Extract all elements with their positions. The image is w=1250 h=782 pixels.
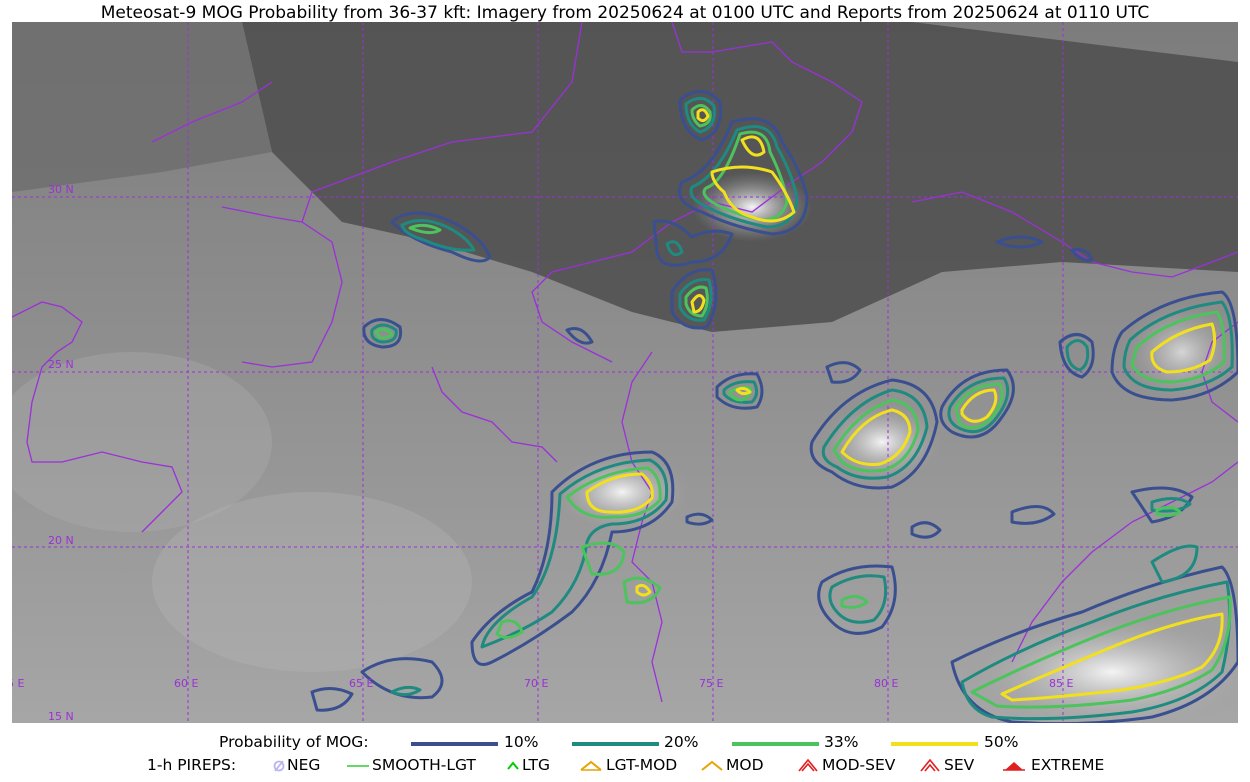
legend-text-10pct: 10% (504, 733, 539, 751)
pirep-text-mod-sev: MOD-SEV (822, 756, 896, 774)
pirep-text-lgt-mod: LGT-MOD (606, 756, 678, 774)
cloud-area (152, 492, 472, 672)
pirep-text-mod: MOD (726, 756, 764, 774)
ltg-icon (507, 761, 519, 770)
pirep-text-extreme: EXTREME (1031, 756, 1105, 774)
cloud-area (1122, 302, 1238, 402)
lat-label: 25 N (48, 358, 74, 371)
lon-label: 70 E (524, 677, 548, 690)
cloud-area (12, 352, 272, 532)
map-title: Meteosat-9 MOG Probability from 36-37 kf… (100, 3, 1150, 23)
satellite-map[interactable]: 30 N 25 N 20 N 15 N 55 E 60 E 65 E 70 E … (12, 22, 1238, 723)
country-borders (12, 22, 1238, 703)
lon-label: 80 E (874, 677, 898, 690)
legend-swatch-10pct (411, 742, 498, 746)
map-svg: 30 N 25 N 20 N 15 N 55 E 60 E 65 E 70 E … (12, 22, 1238, 723)
contour-20pct (370, 97, 1234, 721)
cloud-area (962, 612, 1238, 723)
legend-text-50pct: 50% (984, 733, 1019, 751)
pirep-text-ltg: LTG (522, 756, 550, 774)
neg-icon (273, 760, 285, 772)
pirep-text-sev: SEV (944, 756, 975, 774)
lon-label: 85 E (1049, 677, 1073, 690)
lon-label: 75 E (699, 677, 723, 690)
contour-50pct (585, 108, 1224, 702)
lat-label: 30 N (48, 183, 74, 196)
smooth-lgt-icon (347, 765, 369, 767)
pirep-text-smooth-lgt: SMOOTH-LGT (372, 756, 476, 774)
mod-icon (701, 760, 723, 771)
graticule-labels: 30 N 25 N 20 N 15 N 55 E 60 E 65 E 70 E … (12, 183, 1073, 723)
probability-legend: Probability of MOG: 10% 20% 33% 50% (0, 732, 1250, 754)
probability-legend-label: Probability of MOG: (219, 733, 369, 751)
contour-33pct (374, 104, 1232, 709)
lon-label: 60 E (174, 677, 198, 690)
lat-label: 20 N (48, 534, 74, 547)
legend-swatch-50pct (891, 742, 978, 746)
lgt-mod-icon (580, 760, 602, 771)
mod-sev-icon (798, 758, 818, 772)
extreme-icon (1003, 762, 1025, 771)
mog-contours (310, 90, 1238, 723)
lat-label: 15 N (48, 710, 74, 723)
legend-text-20pct: 20% (664, 733, 699, 751)
legend-swatch-20pct (572, 742, 659, 746)
graticule (12, 22, 1238, 723)
cloud-area (822, 402, 942, 482)
lon-label: 55 E (12, 677, 24, 690)
legend-text-33pct: 33% (824, 733, 859, 751)
sev-icon (920, 758, 940, 772)
pirep-legend: 1-h PIREPS: NEG SMOOTH-LGT LTG LGT-MOD M… (0, 755, 1250, 777)
legend-swatch-33pct (732, 742, 819, 746)
pirep-text-neg: NEG (287, 756, 321, 774)
dark-region-west (12, 22, 272, 192)
cloud-area (552, 452, 692, 532)
lon-label: 65 E (349, 677, 373, 690)
pirep-legend-label: 1-h PIREPS: (147, 756, 237, 774)
